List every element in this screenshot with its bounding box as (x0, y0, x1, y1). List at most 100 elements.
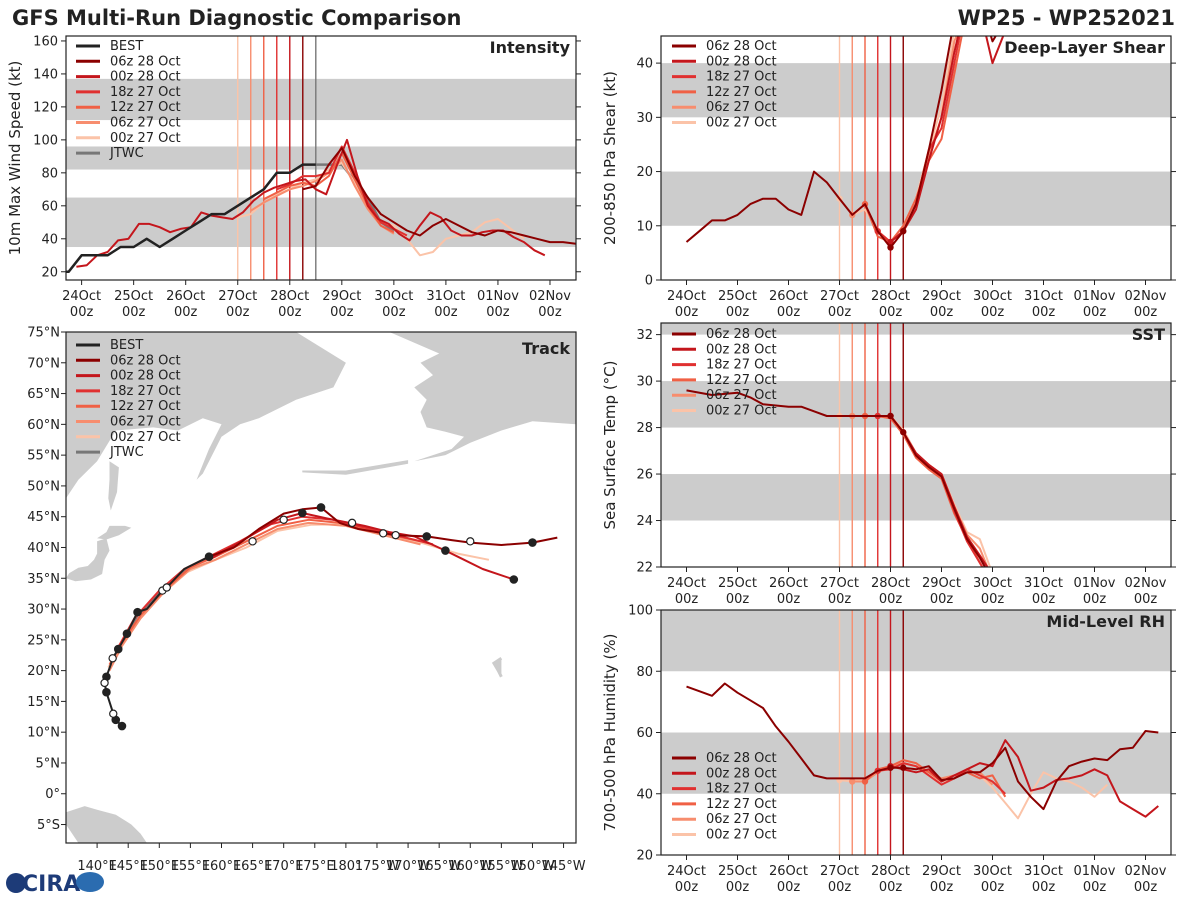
y-tick-label-40: 40 (41, 232, 58, 247)
legend-label-jtwc: JTWC (109, 146, 144, 161)
track-open-point-best-0 (109, 709, 118, 718)
y-tick-label-0: 0 (645, 274, 653, 289)
y-tick-label-10: 10 (636, 219, 653, 234)
track-point-best-5 (133, 607, 142, 617)
track-open-point-best-1 (100, 678, 109, 688)
track-open-point-00z-27-oct-5 (466, 537, 475, 546)
shaded-band-2 (661, 323, 1171, 335)
x-tick-label-3-1: 00z (226, 305, 250, 320)
x-tick-label-2-1: 00z (174, 305, 198, 320)
plot-area (661, 323, 1171, 567)
x-tick-label-0-1: 00z (675, 305, 699, 320)
legend-label-00z-27-oct: 00z 27 Oct (706, 116, 777, 131)
x-tick-label-9-0: 02Nov (1125, 289, 1167, 304)
series-06z-28-oct (686, 682, 1159, 811)
figure-title: GFS Multi-Run Diagnostic Comparison (12, 6, 461, 30)
legend-label-06z-27-oct: 06z 27 Oct (110, 415, 181, 430)
legend-label-18z-27-oct: 18z 27 Oct (706, 70, 777, 85)
x-tick-label-8-0: 01Nov (1074, 289, 1116, 304)
shaded-band-0 (66, 197, 576, 248)
x-tick-label-0-0: 24Oct (667, 864, 706, 879)
track-point-00z-28-oct-0 (298, 508, 307, 518)
lon-label-13: 155°W (479, 859, 523, 874)
legend-label-00z-28-oct: 00z 28 Oct (706, 54, 777, 69)
legend-label-18z-27-oct: 18z 27 Oct (110, 384, 181, 399)
shear-panel: 01020304024Oct00z25Oct00z26Oct00z27Oct00… (601, 35, 1176, 320)
shaded-band-1 (661, 63, 1171, 118)
y-tick-label-40: 40 (636, 787, 653, 802)
x-tick-label-4-0: 28Oct (270, 289, 309, 304)
x-tick-label-0-1: 00z (70, 305, 94, 320)
lon-label-0: 140°E (77, 859, 117, 874)
lon-label-11: 165°W (417, 859, 461, 874)
x-tick-label-1-0: 25Oct (718, 289, 757, 304)
y-axis-label: 200-850 hPa Shear (kt) (601, 71, 619, 245)
lat-label-13: 10°N (27, 726, 60, 741)
x-tick-label-9-1: 00z (1134, 305, 1158, 320)
legend-label-jtwc: JTWC (109, 445, 144, 460)
track-point-best-4 (113, 644, 123, 654)
lon-label-8: 180° (330, 859, 361, 874)
track-point-06z-28-oct-0 (316, 503, 326, 512)
lon-label-14: 150°W (510, 859, 554, 874)
y-tick-label-20: 20 (41, 265, 58, 280)
series-00z-28-oct (889, 36, 1005, 243)
series-18z-27-oct (877, 762, 1006, 795)
storm-id: WP25 - WP252021 (958, 6, 1175, 30)
legend-label-12z-27-oct: 12z 27 Oct (706, 797, 777, 812)
lat-label-12: 15°N (27, 695, 60, 710)
x-tick-label-2-1: 00z (777, 305, 801, 320)
legend-label-06z-28-oct: 06z 28 Oct (706, 327, 777, 342)
y-tick-label-22: 22 (636, 561, 653, 576)
lat-label-15: 0° (45, 787, 60, 802)
intensity-panel: 2040608010012014016024Oct00z25Oct00z26Oc… (6, 34, 581, 320)
track-open-point-00z-27-oct-4 (391, 530, 400, 540)
x-tick-label-8-1: 00z (1083, 592, 1107, 607)
x-tick-label-7-0: 31Oct (426, 289, 465, 304)
y-tick-label-30: 30 (636, 111, 653, 126)
x-tick-label-6-1: 00z (981, 880, 1005, 895)
x-tick-label-1-0: 25Oct (114, 289, 153, 304)
x-tick-label-8-0: 01Nov (477, 289, 519, 304)
x-tick-label-6-0: 30Oct (973, 289, 1012, 304)
x-tick-label-3-0: 27Oct (820, 289, 859, 304)
legend-label-18z-27-oct: 18z 27 Oct (706, 782, 777, 797)
lat-label-5: 50°N (27, 479, 60, 494)
lat-label-7: 40°N (27, 541, 60, 556)
x-tick-label-6-1: 00z (981, 305, 1005, 320)
y-tick-label-100: 100 (628, 604, 653, 619)
x-tick-label-1-1: 00z (726, 880, 750, 895)
x-tick-label-5-0: 29Oct (922, 289, 961, 304)
legend-label-06z-28-oct: 06z 28 Oct (706, 39, 777, 54)
x-tick-label-9-1: 00z (1134, 592, 1158, 607)
y-tick-label-120: 120 (33, 100, 58, 115)
y-tick-label-80: 80 (636, 665, 653, 680)
legend-label-12z-27-oct: 12z 27 Oct (706, 373, 777, 388)
x-tick-label-7-1: 00z (434, 305, 458, 320)
x-tick-label-9-0: 02Nov (1125, 864, 1167, 879)
shaded-band-0 (661, 474, 1171, 521)
marker-06z-28-oct-1 (900, 429, 907, 436)
x-tick-label-9-0: 02Nov (529, 289, 571, 304)
y-axis-label: 10m Max Wind Speed (kt) (6, 61, 24, 256)
x-tick-label-3-0: 27Oct (820, 864, 859, 879)
x-tick-label-8-1: 00z (1083, 305, 1107, 320)
y-tick-label-30: 30 (636, 375, 653, 390)
x-tick-label-4-1: 00z (879, 592, 903, 607)
x-tick-label-4-0: 28Oct (871, 864, 910, 879)
track-open-point-00z-27-oct-3 (378, 529, 388, 538)
y-tick-label-60: 60 (41, 199, 58, 214)
plot-area (66, 36, 576, 280)
lon-label-6: 170°E (264, 859, 304, 874)
marker-00z-28-oct-0 (887, 238, 894, 246)
panel-title: Track (522, 339, 570, 358)
legend-label-12z-27-oct: 12z 27 Oct (110, 100, 181, 115)
x-tick-label-8-0: 01Nov (1074, 864, 1116, 879)
y-tick-label-20: 20 (636, 849, 653, 864)
legend-label-00z-28-oct: 00z 28 Oct (110, 369, 181, 384)
x-tick-label-7-1: 00z (1032, 305, 1056, 320)
series-06z-28-oct (685, 36, 997, 249)
lat-label-11: 20°N (27, 664, 60, 679)
land-png (66, 806, 147, 843)
x-tick-label-5-1: 00z (930, 880, 954, 895)
